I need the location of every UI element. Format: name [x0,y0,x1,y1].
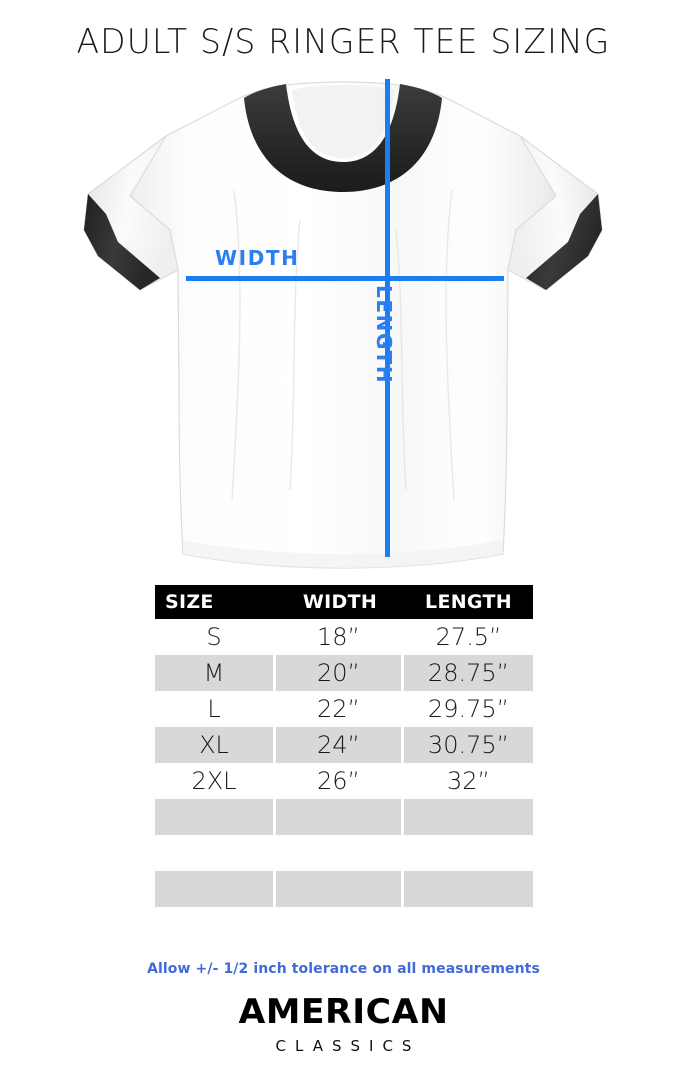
length-cell: 30.75” [404,727,533,763]
left-cuff-trim [84,194,160,290]
size-cell: M [155,655,276,691]
width-cell [276,871,404,907]
length-cell [404,907,533,943]
length-measure-line [385,79,390,557]
size-table: SIZE WIDTH LENGTH S 18” 27.5” M 20” 28.75” L 22… [155,585,533,943]
width-cell: 22” [276,691,404,727]
width-cell [276,907,404,943]
table-row: M 20” 28.75” [155,655,533,691]
shirt-hem [183,540,503,568]
length-label: LENGTH [372,285,396,385]
size-cell [155,871,276,907]
size-cell: S [155,619,276,655]
table-row [155,907,533,943]
length-cell: 29.75” [404,691,533,727]
width-cell: 26” [276,763,404,799]
table-row [155,835,533,871]
collar-trim [244,84,442,192]
right-cuff-trim [526,194,602,290]
size-cell [155,835,276,871]
table-row [155,799,533,835]
width-cell [276,799,404,835]
width-cell: 20” [276,655,404,691]
length-cell [404,799,533,835]
size-cell: 2XL [155,763,276,799]
tolerance-note: Allow +/- 1/2 inch tolerance on all meas… [147,961,540,977]
fabric-folds [231,189,455,501]
measurement-overlay: WIDTH LENGTH [0,70,687,570]
size-cell [155,907,276,943]
table-row: S 18” 27.5” [155,619,533,655]
width-label: WIDTH [215,246,300,270]
garment-illustration: WIDTH LENGTH [0,70,687,570]
size-cell: XL [155,727,276,763]
width-cell: 18” [276,619,404,655]
table-row: XL 24” 30.75” [155,727,533,763]
table-row: 2XL 26” 32” [155,763,533,799]
length-cell [404,835,533,871]
column-header-length: LENGTH [404,585,533,619]
width-measure-line [186,276,504,281]
size-cell: L [155,691,276,727]
width-cell [276,835,404,871]
brand-name: AMERICAN [238,992,449,1032]
length-cell: 32” [404,763,533,799]
neck-opening [292,85,394,158]
length-cell: 27.5” [404,619,533,655]
table-header: SIZE WIDTH LENGTH [155,585,533,619]
ringer-tee-graphic [83,81,603,569]
page-title: ADULT S/S RINGER TEE SIZING [76,22,611,62]
column-header-size: SIZE [155,585,276,619]
brand-logo: AMERICAN CLASSICS [0,992,687,1055]
brand-tagline: CLASSICS [275,1036,421,1055]
length-cell: 28.75” [404,655,533,691]
table-header-row: SIZE WIDTH LENGTH [155,585,533,619]
table-body: S 18” 27.5” M 20” 28.75” L 22” 29.75” XL 24” 30.75”… [155,619,533,943]
width-cell: 24” [276,727,404,763]
table-row [155,871,533,907]
size-cell [155,799,276,835]
column-header-width: WIDTH [276,585,404,619]
length-cell [404,871,533,907]
table-row: L 22” 29.75” [155,691,533,727]
